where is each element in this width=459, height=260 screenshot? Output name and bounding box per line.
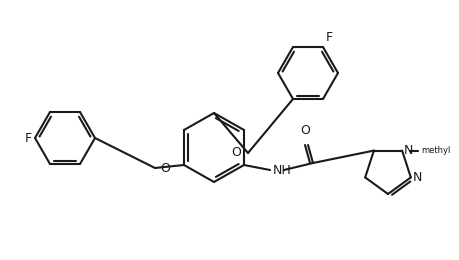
Text: NH: NH [273,164,292,177]
Text: methyl: methyl [421,146,450,155]
Text: F: F [25,132,32,145]
Text: N: N [413,171,422,184]
Text: N: N [404,144,414,157]
Text: O: O [231,146,241,159]
Text: O: O [160,161,170,174]
Text: O: O [300,124,310,137]
Text: F: F [326,31,333,44]
